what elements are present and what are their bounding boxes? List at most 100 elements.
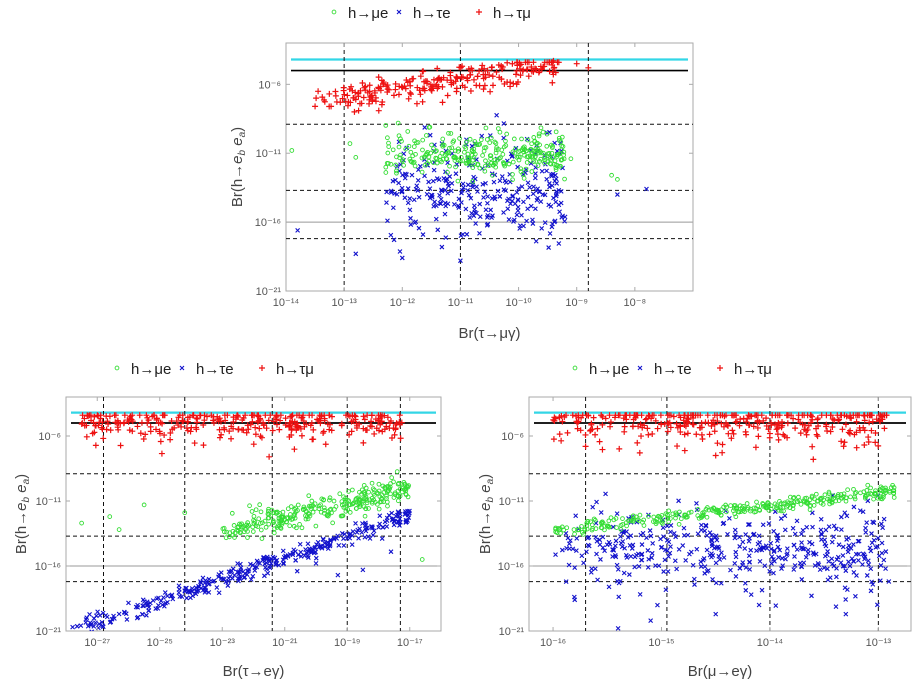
point-h-tau-e (135, 614, 141, 620)
point-h-tau-e (694, 500, 699, 506)
point-h-mu-e (384, 499, 390, 505)
point-h-tau-mu (81, 422, 88, 429)
point-h-tau-e (840, 544, 846, 550)
point-h-tau-e (833, 526, 839, 532)
point-h-tau-e (533, 165, 539, 170)
point-h-tau-e (640, 530, 646, 536)
point-h-mu-e (624, 523, 629, 529)
point-h-tau-e (691, 576, 697, 582)
point-h-tau-mu (368, 418, 375, 425)
point-h-tau-e (573, 513, 579, 519)
point-h-mu-e (464, 160, 470, 166)
point-h-tau-e (674, 566, 680, 572)
point-h-mu-e (552, 158, 558, 164)
point-h-tau-e (874, 602, 880, 608)
point-h-tau-e (158, 598, 164, 604)
point-h-tau-e (709, 554, 714, 560)
point-h-mu-e (782, 500, 788, 506)
point-h-tau-mu (674, 443, 681, 450)
point-h-mu-e (493, 164, 498, 170)
point-h-tau-e (162, 590, 168, 595)
point-h-mu-e (790, 495, 796, 501)
plot-frame (285, 42, 694, 292)
point-h-tau-e (775, 535, 781, 541)
point-h-tau-e (227, 574, 233, 579)
point-h-mu-e (503, 143, 509, 148)
point-h-tau-mu (310, 426, 317, 433)
point-h-tau-e (514, 212, 520, 218)
point-h-tau-e (839, 527, 844, 533)
point-h-tau-e (416, 167, 421, 173)
point-h-tau-e (170, 596, 176, 602)
legend-label: h→τe (196, 361, 234, 378)
point-h-mu-e (305, 516, 311, 522)
point-h-tau-mu (774, 425, 781, 432)
point-h-tau-mu (585, 64, 592, 71)
point-h-tau-e (465, 182, 471, 188)
point-h-mu-e (431, 146, 436, 151)
point-h-tau-mu (575, 418, 582, 425)
point-h-tau-mu (95, 422, 102, 429)
point-h-tau-e (804, 524, 810, 530)
point-h-tau-mu (731, 412, 738, 419)
point-h-tau-mu (499, 64, 506, 71)
point-h-tau-mu (184, 427, 191, 434)
point-h-tau-mu (453, 85, 460, 92)
point-h-tau-mu (111, 412, 118, 419)
point-h-tau-e (160, 602, 165, 608)
point-h-mu-e (591, 516, 597, 522)
point-h-tau-mu (514, 62, 521, 69)
point-h-tau-mu (171, 424, 178, 431)
point-h-mu-e (369, 495, 375, 501)
point-h-mu-e (562, 176, 567, 182)
point-h-tau-e (140, 603, 146, 609)
point-h-tau-mu (513, 71, 520, 78)
point-h-tau-e (676, 546, 682, 552)
point-h-tau-e (829, 556, 835, 562)
point-h-tau-e (390, 205, 396, 211)
point-h-mu-e (408, 149, 414, 155)
point-h-mu-e (549, 150, 555, 156)
plot-frame (528, 396, 912, 632)
y-tick-label: 10⁻¹⁶ (35, 561, 61, 573)
point-h-tau-mu (168, 417, 175, 424)
point-h-tau-mu (556, 431, 563, 438)
point-h-mu-e (258, 509, 264, 515)
point-h-tau-e (453, 171, 459, 177)
point-h-mu-e (555, 526, 561, 531)
point-h-tau-mu (341, 91, 348, 98)
point-h-tau-e (408, 222, 414, 227)
point-h-mu-e (568, 156, 574, 162)
point-h-tau-e (834, 565, 839, 571)
point-h-tau-mu (809, 443, 816, 450)
point-h-tau-e (623, 552, 629, 558)
point-h-tau-e (411, 197, 417, 203)
point-h-tau-e (522, 170, 528, 176)
legend: h→μe h→τe h→τμ (572, 361, 772, 378)
point-h-tau-mu (558, 437, 565, 444)
point-h-tau-mu (456, 64, 463, 71)
point-h-tau-mu (540, 63, 547, 70)
point-h-tau-e (833, 604, 839, 609)
point-h-tau-e (477, 214, 483, 220)
point-h-mu-e (280, 513, 286, 519)
point-h-tau-e (661, 534, 666, 540)
point-h-tau-e (855, 557, 861, 563)
point-h-tau-e (442, 211, 448, 217)
point-h-tau-e (743, 587, 749, 593)
point-h-tau-mu (296, 412, 303, 419)
point-h-tau-e (821, 565, 827, 571)
point-h-mu-e (114, 365, 120, 371)
point-h-tau-e (646, 556, 652, 562)
point-h-tau-mu (208, 412, 215, 419)
point-h-tau-mu (413, 100, 420, 107)
point-h-tau-mu (376, 85, 383, 92)
point-h-tau-mu (588, 421, 595, 428)
point-h-tau-e (745, 522, 751, 528)
point-h-tau-e (851, 559, 857, 564)
point-h-tau-e (865, 558, 871, 564)
point-h-tau-e (881, 516, 887, 522)
point-h-tau-e (380, 524, 386, 530)
point-h-tau-e (600, 545, 606, 550)
point-h-tau-e (831, 523, 837, 529)
